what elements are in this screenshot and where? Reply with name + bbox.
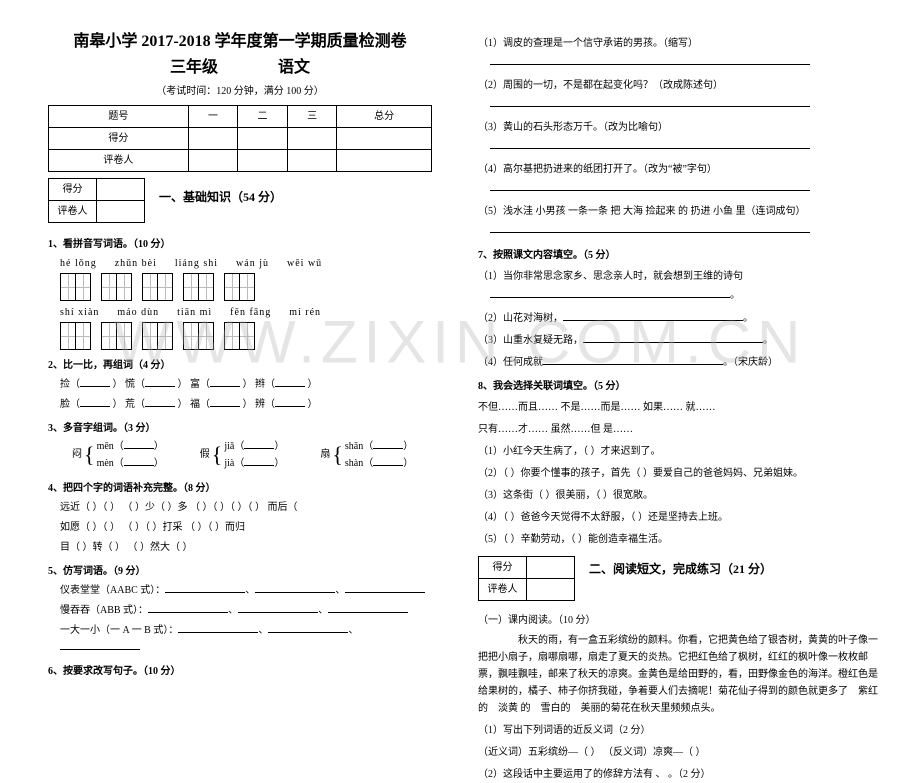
grade: 三年级 [170, 59, 218, 76]
q8-opts1: 不但……而且…… 不是……而是…… 如果…… 就…… [478, 399, 880, 416]
main-title: 南皋小学 2017-2018 学年度第一学期质量检测卷 [48, 30, 432, 54]
q6-5: （5）浅水洼 小男孩 一条一条 把 大海 捡起来 的 扔进 小鱼 里（连词成句） [478, 203, 880, 220]
q4-l3: 目（ ）转（ ） （ ）然大（ ） [60, 539, 432, 556]
right-column: （1）调皮的查理是一个信守承诺的男孩。（缩写） （2）周围的一切，不是都在起变化… [460, 0, 920, 684]
small-score-box: 得分 评卷人 [48, 178, 145, 223]
q3-braces: 闷{ mēn（）mèn（） 假{ jiǎ（）jià（） 扇{ shān（）shà… [60, 436, 432, 473]
grid-row-2 [60, 322, 432, 350]
score-col-4: 总分 [337, 106, 432, 128]
q7-1: （1）当你非常思念家乡、思念亲人时，就会想到王维的诗句 [478, 268, 880, 285]
q1-head: 1、看拼音写词语。（10 分） [48, 237, 432, 252]
p2-q1a: （1）写出下列词语的近反义词（2 分） [478, 722, 880, 739]
q5-head: 5、仿写词语。（9 分） [48, 564, 432, 579]
q3-head: 3、多音字组词。（3 分） [48, 421, 432, 436]
q4-l1: 远近（ ）（ ） （ ）少（ ）多 （ ）（ ）（ ）（ ） 而后（ [60, 499, 432, 516]
score-row-1: 评卷人 [49, 150, 189, 172]
q6-3: （3）黄山的石头形态万千。（改为比喻句） [478, 119, 880, 136]
q6-head: 6、按要求改写句子。（10 分） [48, 664, 432, 679]
p2-head: （一）课内阅读。（10 分） [478, 612, 880, 629]
small-r2: 评卷人 [49, 201, 97, 223]
q8-head: 8、我会选择关联词填空。（5 分） [478, 379, 880, 394]
score-table: 题号 一 二 三 总分 得分 评卷人 [48, 105, 432, 172]
p2-q2: （2）这段话中主要运用了的修辞方法有 、 。（2 分） [478, 766, 880, 783]
sub-title: 三年级 语文 [48, 56, 432, 80]
q2-line2: 脸（ ） 荒（ ） 福（ ） 辨（ ） [60, 396, 432, 413]
grid-row-1 [60, 273, 432, 301]
q7-3: （3）山重水复疑无路，。 [478, 332, 880, 349]
left-column: 南皋小学 2017-2018 学年度第一学期质量检测卷 三年级 语文 （考试时间：… [0, 0, 460, 684]
q7-4: （4）任何成就。（宋庆龄） [478, 354, 880, 371]
q8-5: （5）（ ）辛勤劳动，（ ）能创造幸福生活。 [478, 531, 880, 548]
pinyin-row-2: shí xiàn máo dùn tiān mì fēn fāng mí rén [60, 305, 432, 320]
q8-1: （1）小红今天生病了，（ ）才来迟到了。 [478, 443, 880, 460]
q2-line1: 捡（ ） 慌（ ） 富（ ） 辫（ ） [60, 376, 432, 393]
exam-info: （考试时间：120 分钟，满分 100 分） [48, 84, 432, 99]
q4-head: 4、把四个字的词语补充完整。（8 分） [48, 481, 432, 496]
pinyin-row-1: hé lǒng zhǔn bèi liáng shi wán jù wēi wǔ [60, 256, 432, 271]
score-col-0: 题号 [49, 106, 189, 128]
score-col-3: 三 [287, 106, 337, 128]
score-col-2: 二 [238, 106, 288, 128]
q2-head: 2、比一比，再组词（4 分） [48, 358, 432, 373]
q6-4: （4）高尔基把扔进来的纸团打开了。（改为“被”字句） [478, 161, 880, 178]
subject: 语文 [278, 59, 310, 76]
small-r1: 得分 [49, 179, 97, 201]
score-col-1: 一 [188, 106, 238, 128]
q6-1: （1）调皮的查理是一个信守承诺的男孩。（缩写） [478, 35, 880, 52]
section1-title: 一、基础知识（54 分） [159, 178, 282, 206]
q8-4: （4）（ ）爸爸今天觉得不太舒服，（ ）还是坚持去上班。 [478, 509, 880, 526]
p2-q1b: （近义词）五彩缤纷—（ ） （反义词）凉爽—（ ） [478, 744, 880, 761]
q5-l3: 一大一小（一 A 一 B 式）：、、 [60, 622, 432, 656]
q4-l2: 如愿（ ）（ ） （ ）（ ）打采 （ ）（ ）而归 [60, 519, 432, 536]
score-row-0: 得分 [49, 128, 189, 150]
section2-title: 二、阅读短文，完成练习（21 分） [589, 550, 772, 578]
small-score-box-2: 得分 评卷人 [478, 556, 575, 601]
q5-l1: 仪表堂堂（AABC 式）：、、 [60, 582, 432, 599]
q8-opts2: 只有……才…… 虽然……但 是…… [478, 421, 880, 438]
q8-3: （3）这条街（ ）很美丽，（ ）很宽敞。 [478, 487, 880, 504]
q5-l2: 慢吞吞（ABB 式）：、、 [60, 602, 432, 619]
q6-2: （2）周围的一切，不是都在起变化吗？（改成陈述句） [478, 77, 880, 94]
q8-2: （2）（ ）你要个懂事的孩子，首先（ ）要爱自己的爸爸妈妈、兄弟姐妹。 [478, 465, 880, 482]
q7-2: （2）山花对海树，。 [478, 310, 880, 327]
q7-head: 7、按照课文内容填空。（5 分） [478, 248, 880, 263]
passage: 秋天的雨，有一盒五彩缤纷的颜料。你看，它把黄色给了银杏树，黄黄的叶子像一把把小扇… [478, 632, 880, 717]
